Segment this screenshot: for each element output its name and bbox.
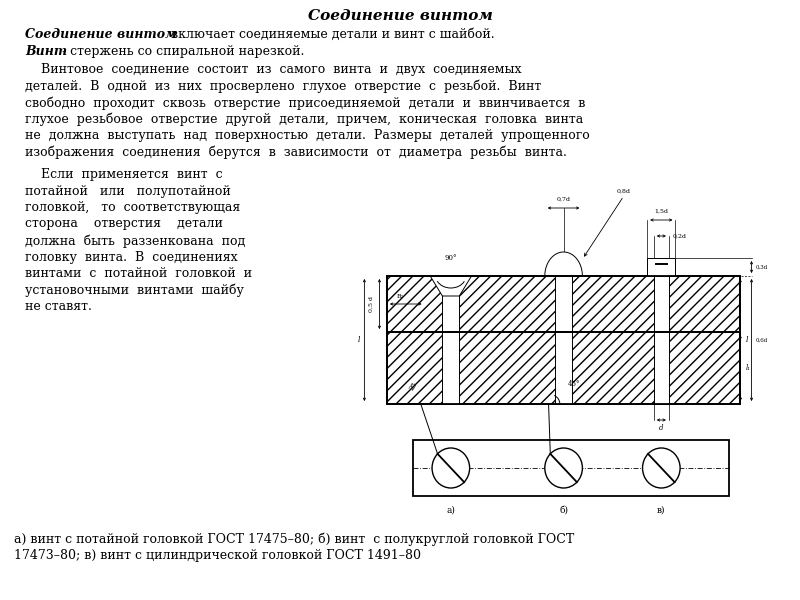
Text: не ставят.: не ставят. — [25, 300, 92, 313]
Text: глухое  резьбовое  отверстие  другой  детали,  причем,  коническая  головка  вин: глухое резьбовое отверстие другой детали… — [25, 113, 583, 126]
Text: а): а) — [446, 506, 455, 515]
Bar — [654, 276, 669, 404]
Text: Соединение винтом: Соединение винтом — [307, 9, 493, 23]
Circle shape — [432, 448, 470, 488]
Text: 45°: 45° — [567, 380, 580, 388]
Circle shape — [642, 448, 680, 488]
Text: потайной   или   полупотайной: потайной или полупотайной — [25, 185, 230, 197]
Bar — [414, 440, 729, 496]
Text: деталей.  В  одной  из  них  просверлено  глухое  отверстие  с  резьбой.  Винт: деталей. В одной из них просверлено глух… — [25, 79, 542, 93]
Text: Винтовое  соединение  состоит  из  самого  винта  и  двух  соединяемых: Винтовое соединение состоит из самого ви… — [25, 63, 522, 76]
Text: включает соединяемые детали и винт с шайбой.: включает соединяемые детали и винт с шай… — [167, 28, 494, 41]
Text: 0,6d: 0,6d — [755, 337, 767, 343]
Text: Если  применяется  винт  с: Если применяется винт с — [25, 168, 222, 181]
Text: установочными  винтами  шайбу: установочными винтами шайбу — [25, 283, 244, 297]
Text: 0,3d: 0,3d — [755, 265, 767, 269]
Text: 90°: 90° — [445, 254, 457, 262]
Text: l₁: l₁ — [746, 364, 751, 372]
Text: винтами  с  потайной  головкой  и: винтами с потайной головкой и — [25, 267, 252, 280]
Text: б): б) — [559, 506, 568, 515]
Text: 25: 25 — [407, 380, 419, 392]
Text: 0,2d: 0,2d — [673, 233, 686, 238]
Text: не  должна  выступать  над  поверхностью  детали.  Размеры  деталей  упрощенного: не должна выступать над поверхностью дет… — [25, 129, 590, 142]
Text: B₂: B₂ — [396, 293, 403, 298]
Text: 0,8d: 0,8d — [617, 189, 630, 194]
Text: в): в) — [657, 506, 666, 515]
Text: сторона    отверстия    детали: сторона отверстия детали — [25, 217, 223, 230]
Polygon shape — [430, 276, 471, 296]
Text: свободно  проходит  сквозь  отверстие  присоединяемой  детали  и  ввинчивается  : свободно проходит сквозь отверстие присо… — [25, 96, 586, 109]
Text: l: l — [746, 336, 748, 344]
Text: 17473–80; в) винт с цилиндрической головкой ГОСТ 1491–80: 17473–80; в) винт с цилиндрической голов… — [14, 549, 421, 562]
Text: 0,7d: 0,7d — [557, 197, 570, 202]
Text: должна  быть  раззенкована  под: должна быть раззенкована под — [25, 234, 246, 247]
Bar — [387, 276, 740, 332]
Text: Соединение винтом: Соединение винтом — [25, 28, 177, 41]
Text: головкой,   то  соответствующая: головкой, то соответствующая — [25, 201, 240, 214]
Text: d: d — [659, 424, 663, 432]
Bar — [647, 258, 675, 276]
Bar — [387, 332, 740, 404]
Text: изображения  соединения  берутся  в  зависимости  от  диаметра  резьбы  винта.: изображения соединения берутся в зависим… — [25, 145, 567, 159]
Text: 1,5d: 1,5d — [654, 209, 668, 214]
Text: а) винт с потайной головкой ГОСТ 17475–80; б) винт  с полукруглой головкой ГОСТ: а) винт с потайной головкой ГОСТ 17475–8… — [14, 532, 574, 545]
Text: l: l — [358, 336, 360, 344]
Bar — [555, 276, 572, 404]
Bar — [387, 276, 740, 332]
Text: - стержень со спиральной нарезкой.: - стержень со спиральной нарезкой. — [58, 45, 304, 58]
Circle shape — [545, 448, 582, 488]
Bar — [387, 332, 740, 404]
Text: Винт: Винт — [25, 45, 67, 58]
Bar — [442, 276, 459, 404]
Text: 0,5 d: 0,5 d — [369, 296, 374, 312]
Polygon shape — [545, 252, 582, 276]
Text: головку  винта.  В  соединениях: головку винта. В соединениях — [25, 251, 238, 263]
